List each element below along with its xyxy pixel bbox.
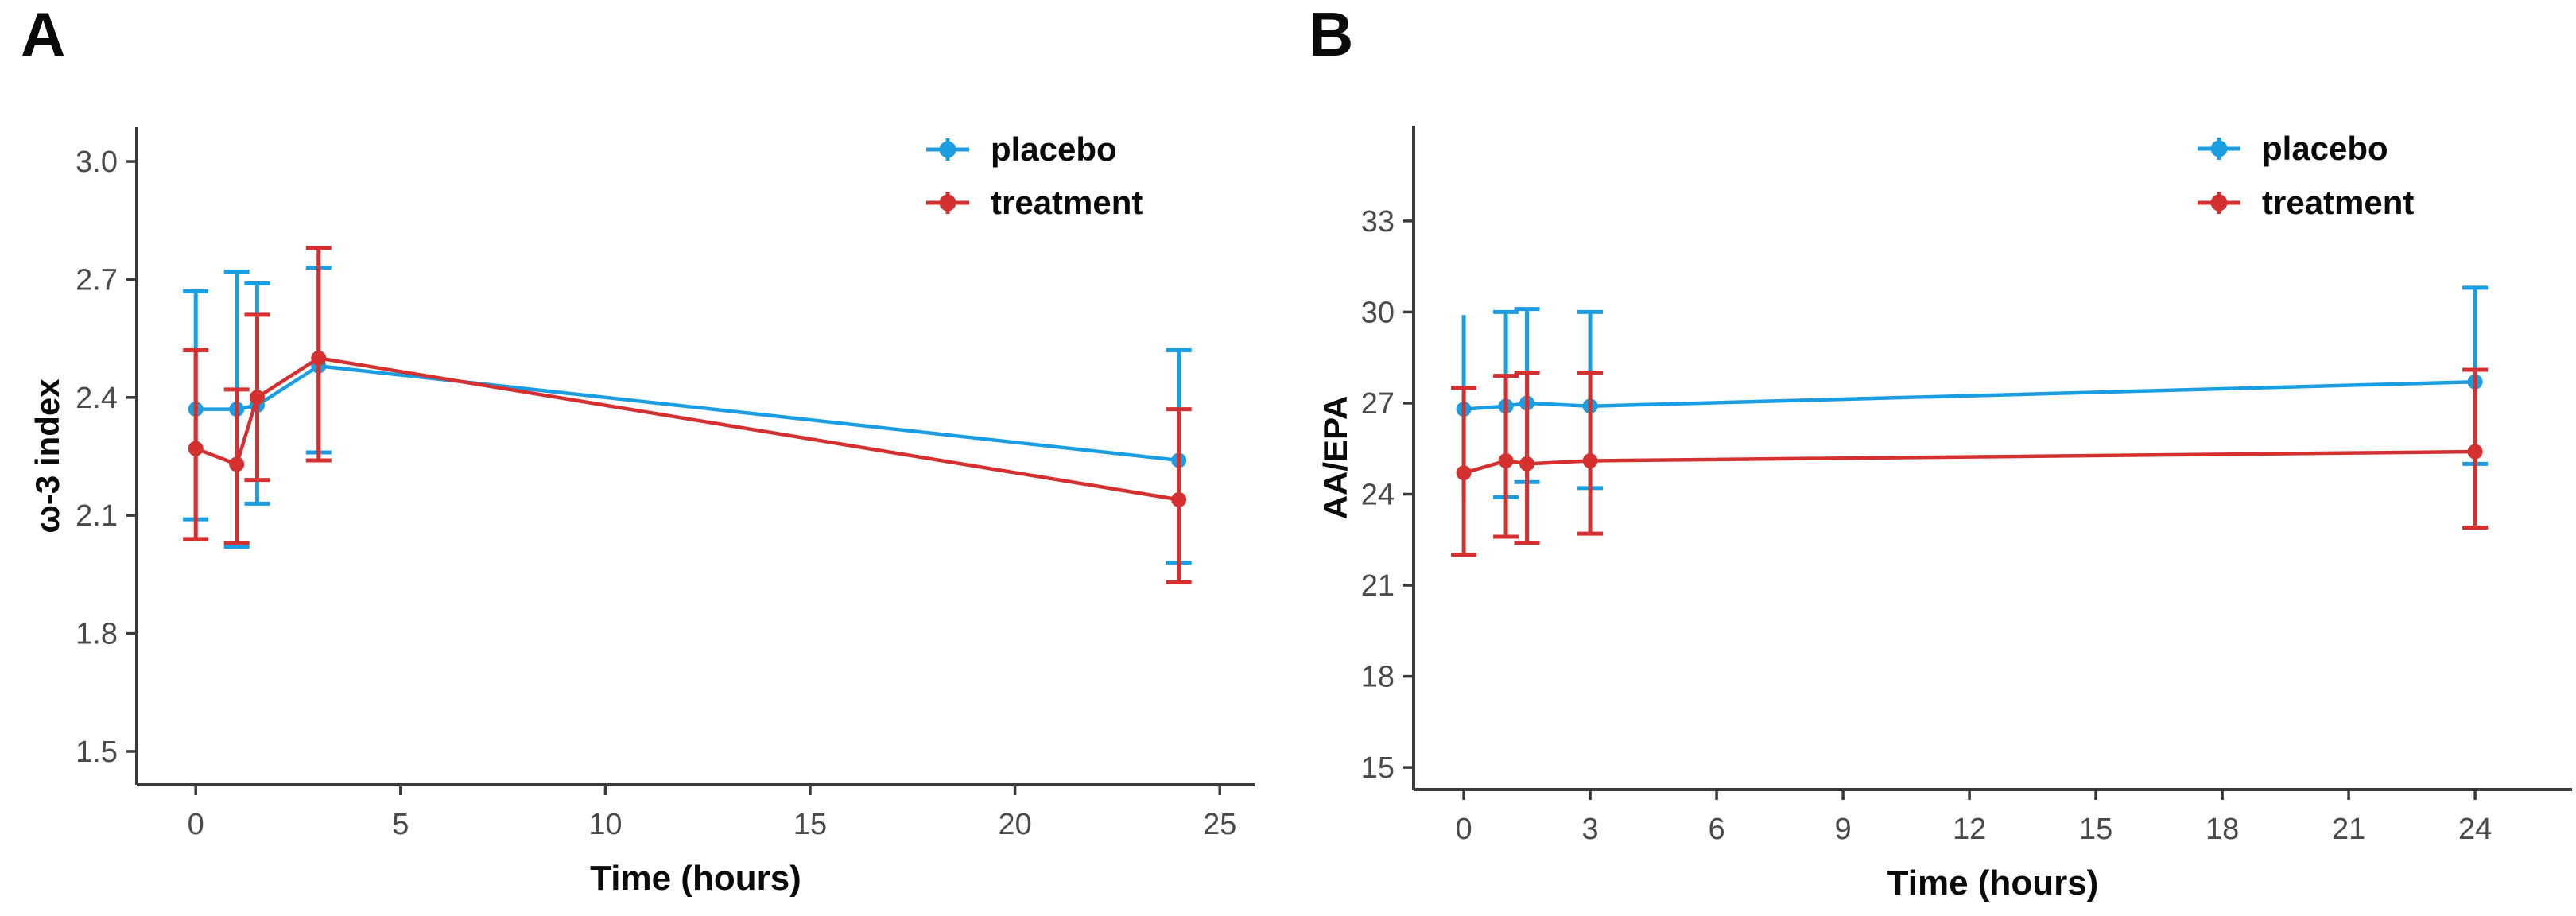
x-tick-label: 10 [588,808,622,841]
data-point [249,390,265,406]
y-tick-label: 2.7 [76,263,118,297]
x-tick-label: 0 [1456,813,1472,846]
x-tick-label: 21 [2332,813,2365,846]
y-tick-label: 33 [1361,205,1395,239]
x-tick-label: 20 [998,808,1031,841]
x-axis-title: Time (hours) [1887,864,2099,902]
series-line [195,356,1180,502]
legend-point [939,194,956,212]
panel-b-label: B [1309,0,1355,69]
panel-a: A 3.0 2.7 2.4 2.1 1.8 1.5 0 5 10 15 20 25 Time (hour… [21,0,1255,898]
panel-a-chart: 3.0 2.7 2.4 2.1 1.8 1.5 0 5 10 15 20 25 Time (hours)… [29,127,1255,898]
y-tick-label: 1.8 [76,618,118,651]
y-tick-label: 24 [1361,479,1395,512]
data-point [1456,465,1472,481]
error-bar [1577,371,1604,536]
y-tick-label: 21 [1361,569,1395,603]
series-line [1463,379,2476,411]
data-point [1519,456,1535,472]
x-tick-label: 24 [2458,813,2492,846]
y-tick-label: 1.5 [76,736,118,769]
data-point [1498,453,1514,469]
y-tick-label: 27 [1361,387,1395,421]
y-axis-title: ω-3 index [29,378,66,534]
x-tick-label: 3 [1582,813,1599,846]
x-tick-label: 0 [188,808,204,841]
data-point [311,350,327,366]
y-tick-label: 18 [1361,661,1395,694]
x-tick-label: 12 [1953,813,1986,846]
legend-point [2210,140,2228,157]
y-tick-label: 3.0 [76,146,118,179]
legend-item: treatment [926,184,1143,221]
panel-a-label: A [21,0,67,69]
x-axis-title: Time (hours) [590,859,801,898]
legend-label: placebo [991,130,1117,168]
data-point [1171,491,1187,507]
legend-label: placebo [2262,130,2388,167]
series-line [196,363,1179,463]
x-tick-label: 25 [1203,808,1236,841]
legend-label: treatment [991,184,1143,221]
x-tick-label: 15 [793,808,827,841]
legend-item: placebo [926,130,1117,168]
y-tick-label: 15 [1361,751,1395,785]
x-tick-label: 9 [1835,813,1852,846]
legend-point [2210,194,2228,212]
x-tick-label: 18 [2206,813,2239,846]
data-point [1582,453,1598,469]
panel-b-chart: 33 30 27 24 21 18 15 0 3 6 9 12 15 18 21 24 Time (hours)… [1317,126,2572,902]
legend-label: treatment [2262,184,2414,221]
y-tick-label: 2.4 [76,382,118,415]
legend-item: placebo [2198,130,2388,167]
y-tick-label: 2.1 [76,499,118,533]
x-tick-label: 5 [392,808,409,841]
x-tick-label: 6 [1709,813,1725,846]
legend-item: treatment [2198,184,2414,221]
y-tick-label: 30 [1361,296,1395,329]
data-point [229,456,245,472]
data-point [188,441,204,456]
legend-point [939,141,956,158]
series-line [1463,449,2476,475]
panel-b: B 33 30 27 24 21 18 15 0 3 6 9 12 15 18 21 24 Time (hour… [1288,0,2576,916]
data-point [2467,444,2483,460]
x-tick-label: 15 [2079,813,2112,846]
y-axis-title: AA/EPA [1317,396,1354,520]
